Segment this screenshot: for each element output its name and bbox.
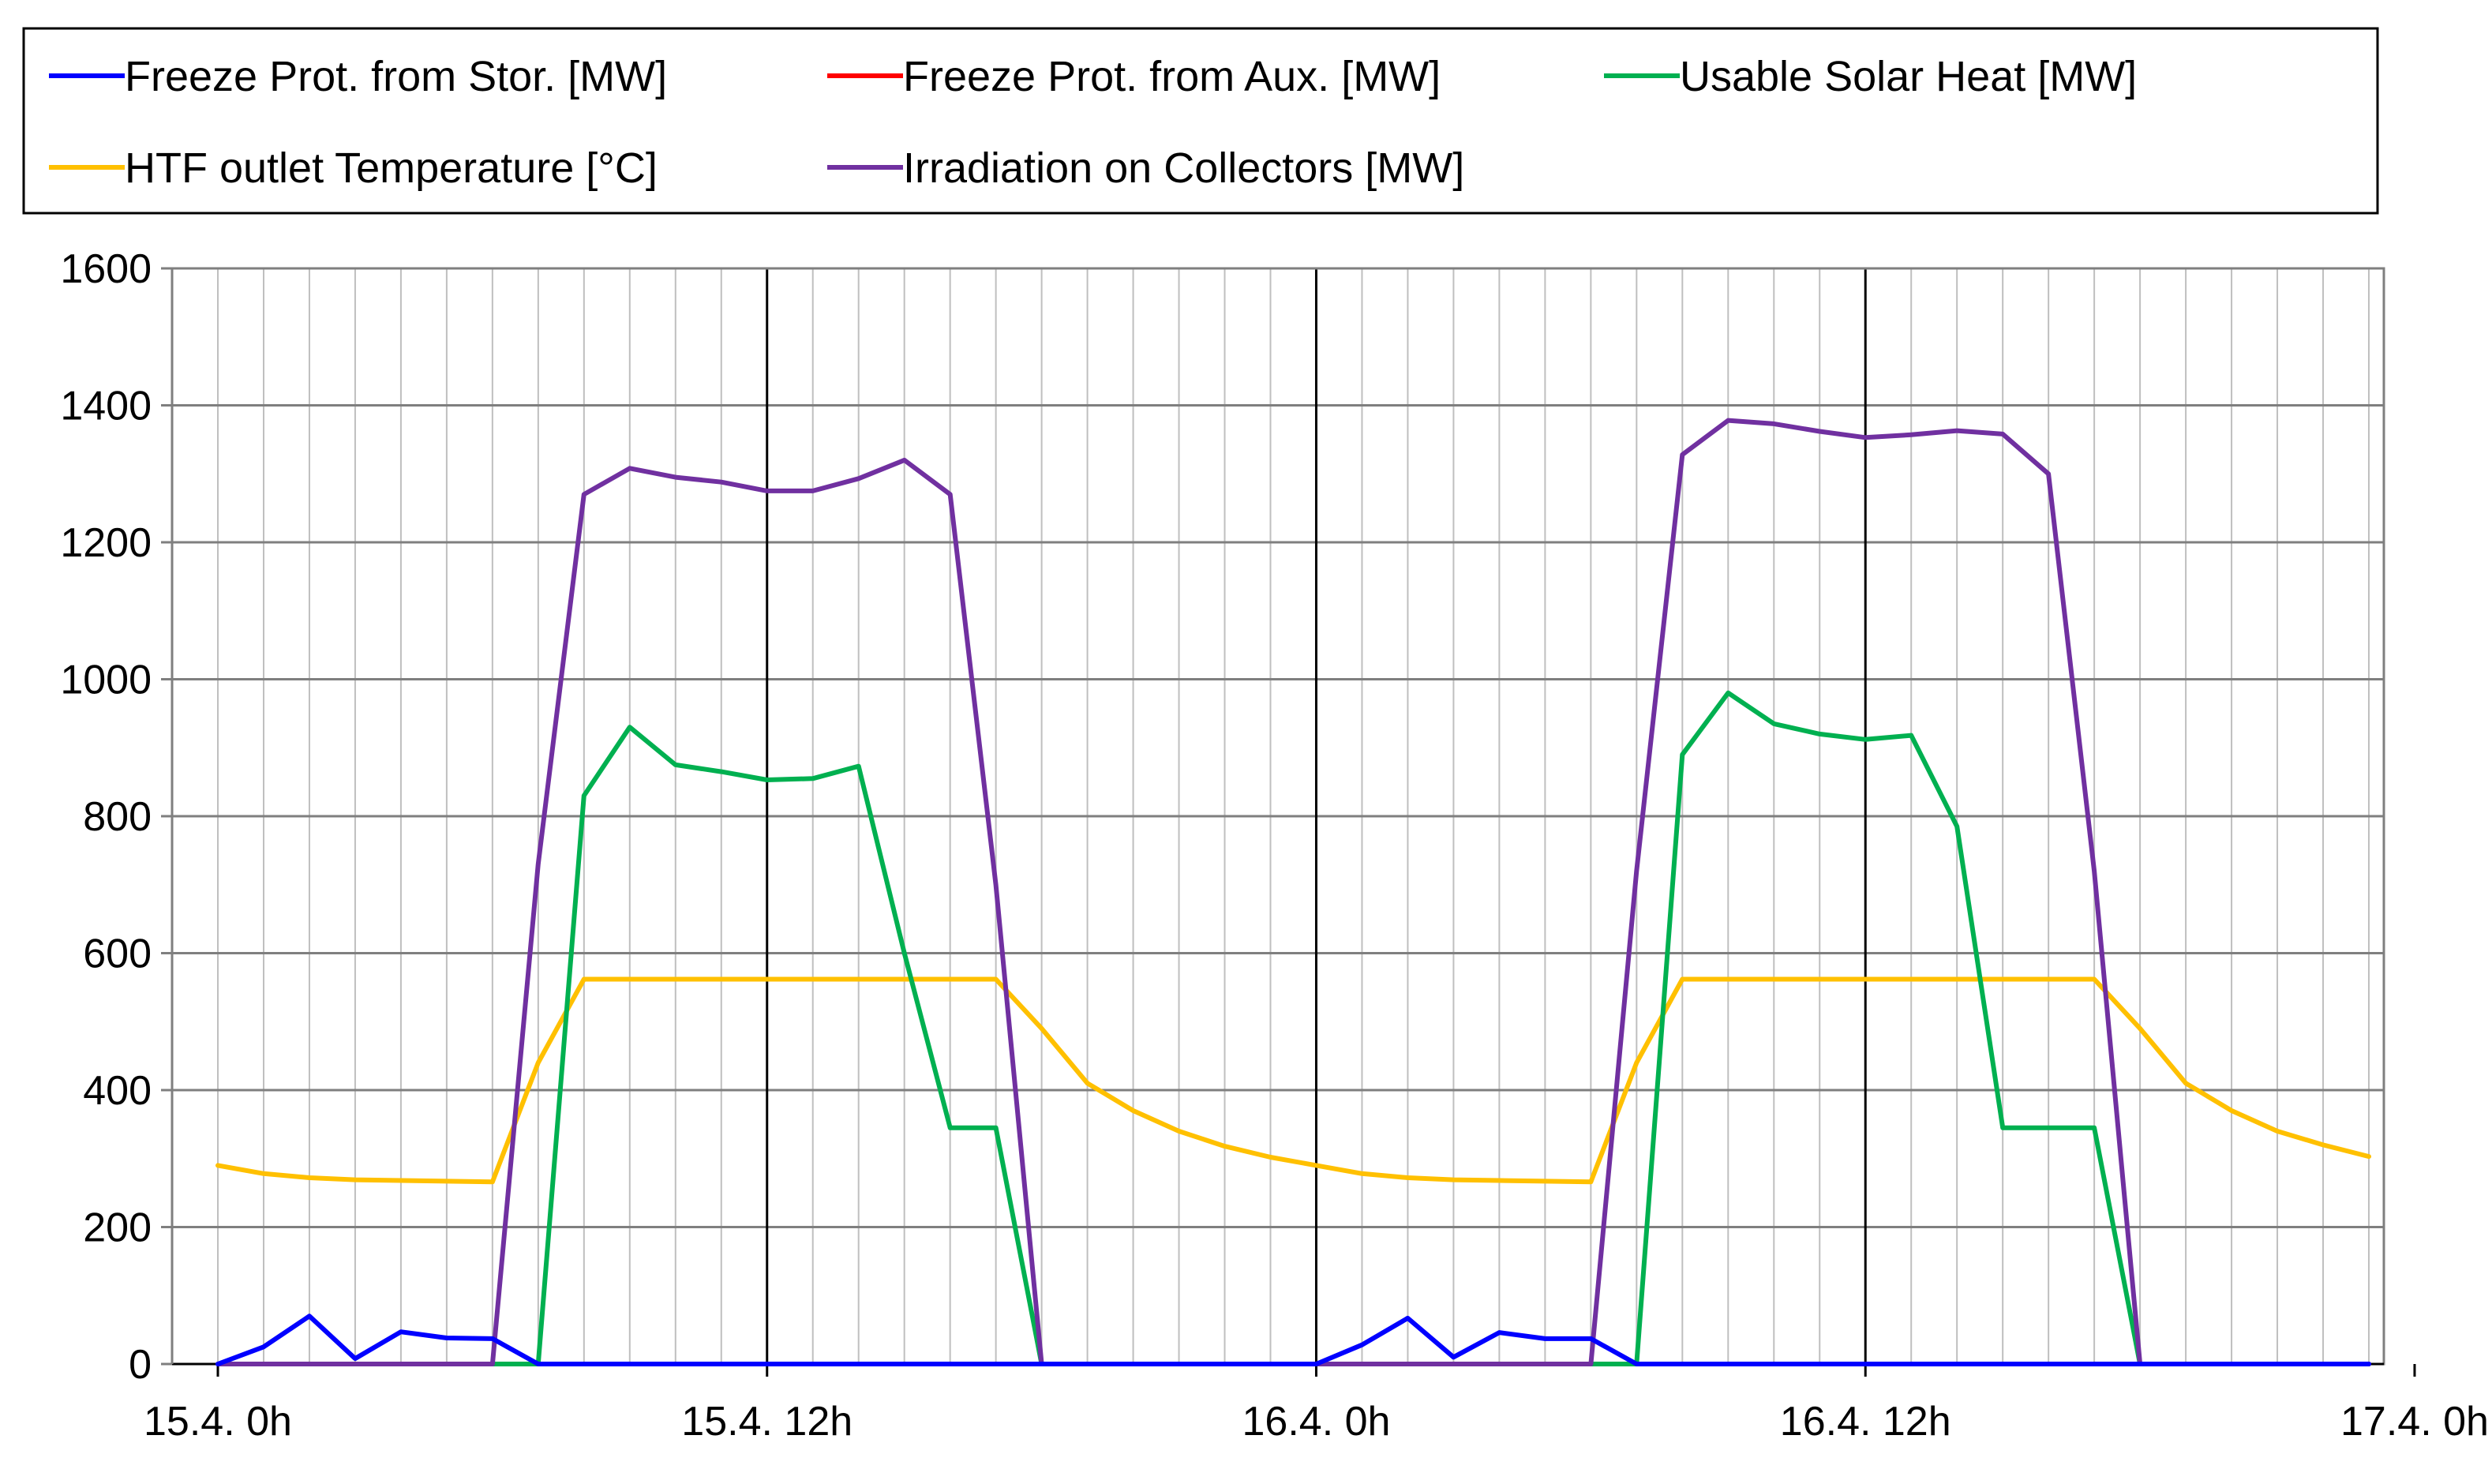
series-line xyxy=(215,976,2371,1185)
x-tick-label: 16.4. 0h xyxy=(1242,1399,1391,1445)
tick-labels: 0 200 400 600 800 1000 1200 1400 1600 15.4. 0h 15.… xyxy=(60,246,2489,1445)
grid-major xyxy=(766,268,1867,1364)
y-tick-label: 0 xyxy=(129,1342,152,1388)
legend-label: Usable Solar Heat [MW] xyxy=(1680,53,2137,100)
series xyxy=(215,418,2371,1366)
y-tick-label: 800 xyxy=(83,794,152,840)
legend: Freeze Prot. from Stor. [MW] Freeze Prot.… xyxy=(22,27,2379,215)
legend-box xyxy=(22,27,2379,215)
legend-label: HTF outlet Temperature [°C] xyxy=(125,144,658,192)
x-tick-label: 15.4. 12h xyxy=(681,1399,853,1445)
y-tick-label: 400 xyxy=(83,1068,152,1114)
legend-label: Freeze Prot. from Stor. [MW] xyxy=(125,53,667,100)
legend-label: Irradiation on Collectors [MW] xyxy=(903,144,1464,192)
x-tick-label: 17.4. 0h xyxy=(2340,1399,2489,1445)
x-tick-label: 16.4. 12h xyxy=(1780,1399,1951,1445)
y-tick-label: 1000 xyxy=(60,658,152,703)
y-tick-label: 600 xyxy=(83,931,152,977)
x-tick-label: 15.4. 0h xyxy=(144,1399,292,1445)
legend-label: Freeze Prot. from Aux. [MW] xyxy=(903,53,1441,100)
y-tick-label: 1200 xyxy=(60,520,152,566)
y-tick-label: 1400 xyxy=(60,384,152,429)
y-tick-label: 1600 xyxy=(60,246,152,292)
series-line xyxy=(215,1313,2371,1366)
y-tick-label: 200 xyxy=(83,1205,152,1251)
